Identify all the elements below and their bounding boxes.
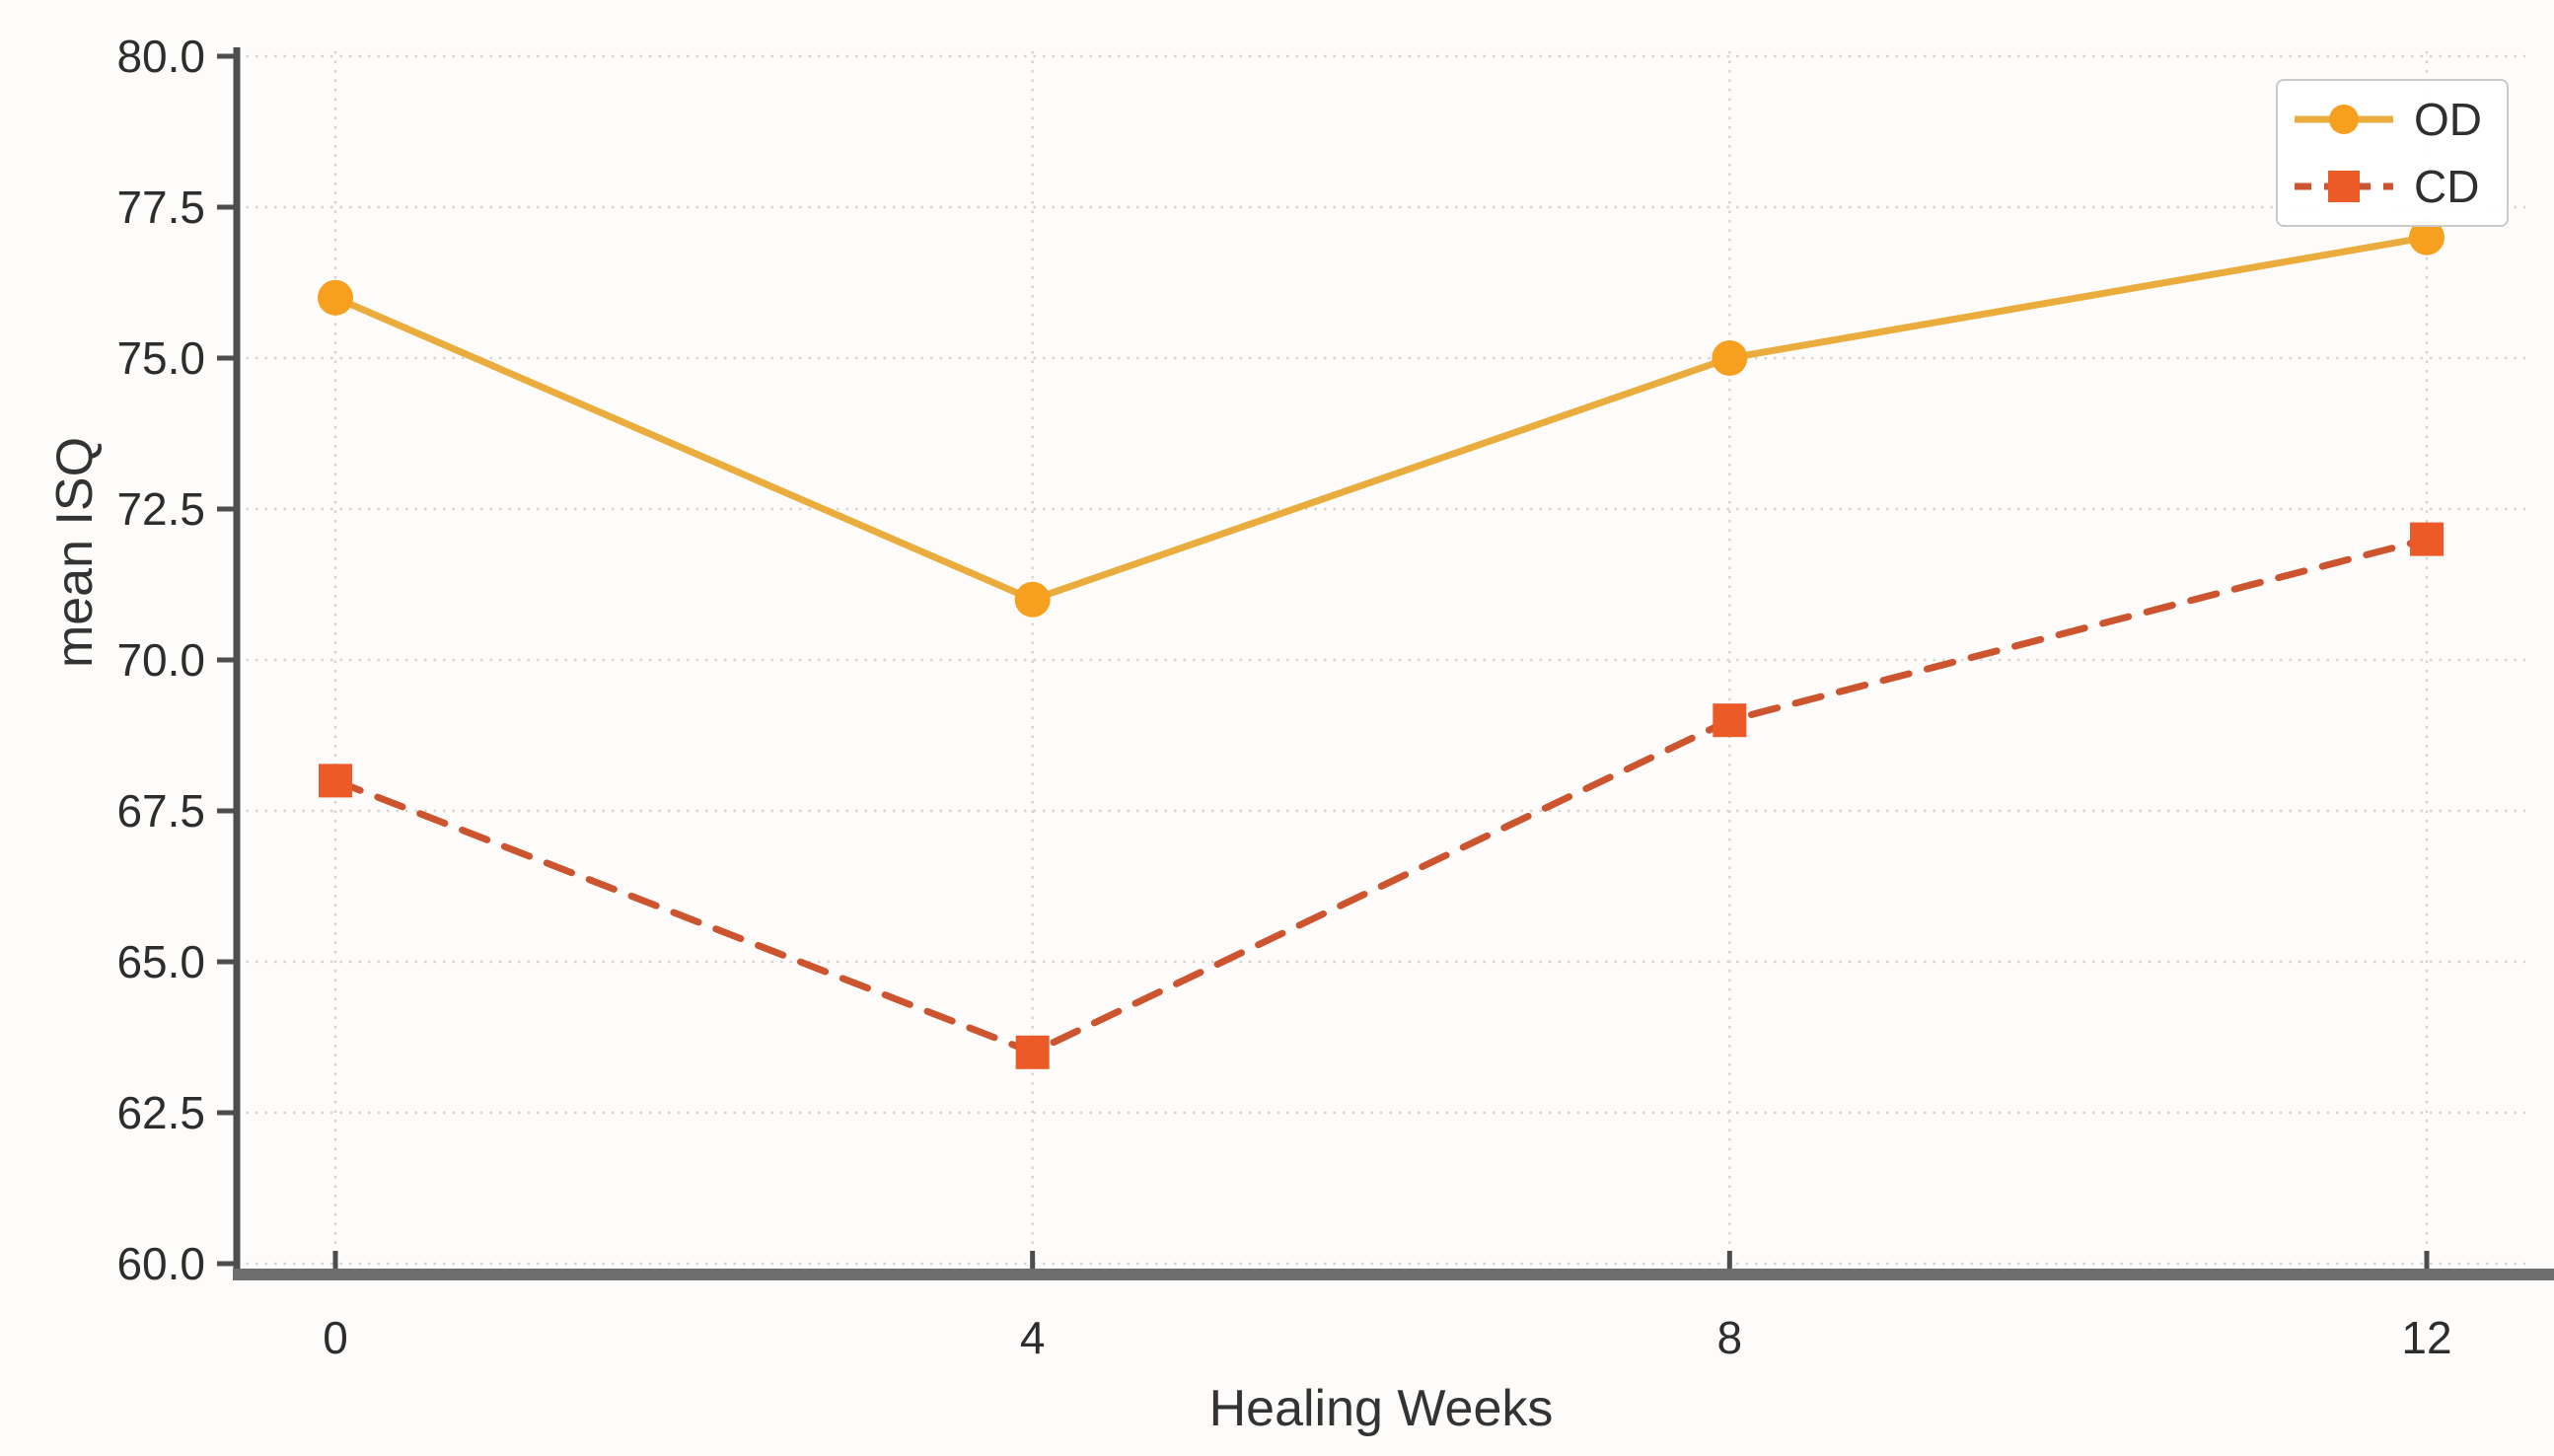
data-point-cd-week-12: [2410, 522, 2444, 556]
x-axis-label: Healing Weeks: [1208, 1380, 1554, 1437]
legend: OD CD: [2276, 79, 2509, 227]
y-tick-label: 77.5: [116, 182, 205, 233]
data-point-cd-week-8: [1713, 703, 1747, 738]
legend-item-od: OD: [2292, 88, 2497, 151]
x-tick-label: 8: [1717, 1312, 1743, 1363]
series-line-od: [331, 234, 2431, 604]
series-line-cd: [331, 536, 2431, 1056]
y-tick-label: 60.0: [116, 1238, 205, 1289]
y-tick-label: 72.5: [116, 483, 205, 535]
y-tick-label: 80.0: [116, 31, 205, 82]
y-tick-label: 70.0: [116, 634, 205, 686]
data-point-cd-week-0: [319, 764, 352, 798]
data-point-od-week-8: [1712, 340, 1748, 376]
data-point-cd-week-4: [1015, 1035, 1050, 1069]
y-tick-label: 65.0: [116, 936, 205, 987]
y-tick-label: 75.0: [116, 332, 205, 384]
data-point-od-week-4: [1014, 581, 1051, 618]
y-tick-label: 62.5: [116, 1087, 205, 1138]
legend-item-cd: CD: [2292, 155, 2497, 218]
legend-label-cd: CD: [2414, 160, 2480, 212]
y-tick-label: 67.5: [116, 785, 205, 837]
y-axis-label: mean ISQ: [46, 436, 104, 669]
cd-line-sample-icon: [2295, 170, 2393, 202]
x-tick-label: 0: [323, 1312, 348, 1363]
od-line-sample-icon: [2295, 105, 2393, 135]
data-point-od-week-12: [2409, 219, 2445, 255]
data-point-od-week-0: [318, 279, 353, 316]
legend-label-od: OD: [2414, 94, 2482, 146]
x-tick-label: 12: [2401, 1312, 2451, 1363]
x-tick-label: 4: [1020, 1312, 1046, 1363]
